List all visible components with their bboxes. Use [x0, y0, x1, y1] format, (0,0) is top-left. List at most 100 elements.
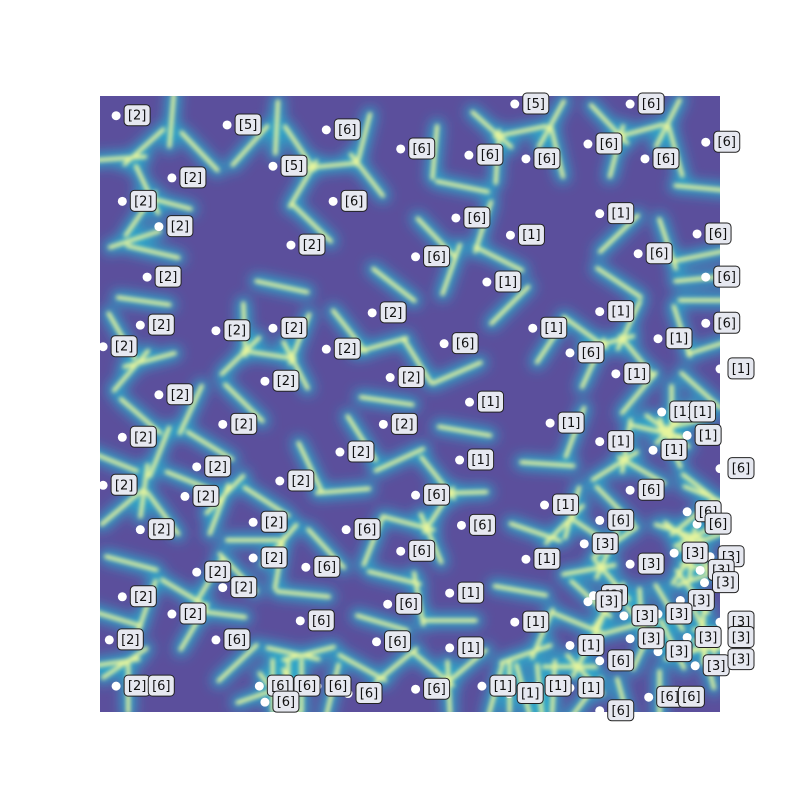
- scatter-point: [700, 578, 709, 588]
- scatter-point: [682, 430, 692, 440]
- point-label-text: [1]: [674, 405, 692, 420]
- scatter-point: [396, 546, 406, 556]
- point-label-text: [1]: [549, 679, 567, 694]
- point-label-box: [595, 590, 623, 613]
- scatter-point: [583, 139, 593, 149]
- scatter-point: [117, 592, 127, 602]
- point-label: [1]: [577, 633, 605, 656]
- point-label: [6]: [713, 311, 741, 334]
- point-label-text: [2]: [209, 460, 227, 475]
- point-label-text: [6]: [709, 517, 727, 532]
- point-label-box: [727, 357, 755, 380]
- point-label-text: [2]: [277, 374, 295, 389]
- heatmap-boundary-segment: [470, 110, 514, 149]
- point-label-box: [223, 628, 251, 651]
- point-label-box: [665, 327, 693, 350]
- scatter-point: [455, 455, 465, 465]
- scatter-point: [286, 240, 296, 250]
- point-label: [2]: [129, 425, 157, 448]
- heatmap-boundary-segment: [355, 613, 410, 633]
- point-label: [6]: [637, 478, 665, 501]
- scatter-point: [254, 681, 264, 691]
- scatter-point: [154, 222, 164, 232]
- scatter-point: [260, 697, 270, 707]
- point-label: [1]: [623, 362, 651, 385]
- point-label-text: [2]: [209, 565, 227, 580]
- point-label-box: [552, 493, 580, 516]
- point-label: [3]: [591, 532, 619, 555]
- point-label-box: [457, 636, 485, 659]
- scatter-point: [321, 344, 331, 354]
- scatter-point: [682, 507, 692, 517]
- heatmap-boundary-segment: [185, 429, 234, 462]
- point-label-text: [2]: [152, 523, 170, 538]
- point-label-text: [2]: [235, 417, 253, 432]
- heatmap-boundary-segment: [434, 179, 490, 194]
- scatter-point: [383, 599, 393, 609]
- scatter-point: [690, 661, 700, 671]
- scatter-point: [328, 196, 338, 206]
- heatmap-boundary-segment: [492, 584, 548, 598]
- point-label-box: [477, 390, 505, 413]
- point-label: [6]: [395, 592, 423, 615]
- point-label-text: [1]: [471, 453, 489, 468]
- point-label-box: [694, 625, 722, 648]
- point-label-box: [577, 633, 605, 656]
- point-label-text: [1]: [732, 362, 750, 377]
- point-label-box: [522, 610, 550, 633]
- heatmap-boundary-segment: [401, 336, 433, 385]
- scatter-point: [142, 272, 152, 282]
- point-label-text: [1]: [521, 687, 539, 702]
- scatter-point: [579, 539, 589, 549]
- point-label-text: [1]: [522, 228, 540, 243]
- point-label: [2]: [192, 484, 220, 507]
- scatter-point: [248, 517, 258, 527]
- scatter-point: [456, 520, 466, 530]
- point-label-box: [423, 483, 451, 506]
- point-label-box: [607, 649, 635, 672]
- point-label-text: [2]: [121, 633, 139, 648]
- point-label: [2]: [230, 576, 258, 599]
- point-label: [6]: [408, 137, 436, 160]
- scatter-point: [167, 609, 177, 619]
- point-label: [3]: [631, 604, 659, 627]
- scatter-point: [295, 616, 305, 626]
- point-label-box: [489, 674, 517, 697]
- point-label: [2]: [179, 166, 207, 189]
- scatter-point: [701, 137, 711, 147]
- point-label-box: [204, 455, 232, 478]
- point-label: [3]: [694, 625, 722, 648]
- point-label-box: [179, 166, 207, 189]
- point-label: [2]: [298, 233, 326, 256]
- scatter-point: [545, 418, 555, 428]
- point-label-text: [1]: [628, 367, 646, 382]
- point-label-text: [6]: [732, 462, 750, 477]
- point-label-text: [3]: [670, 645, 688, 660]
- point-label-box: [340, 189, 368, 212]
- point-label: [2]: [223, 319, 251, 342]
- point-label-text: [2]: [159, 270, 177, 285]
- scatter-point: [540, 500, 550, 510]
- point-label: [2]: [129, 585, 157, 608]
- scatter-point: [98, 480, 108, 490]
- point-label-text: [6]: [582, 346, 600, 361]
- point-label-box: [230, 576, 258, 599]
- point-label: [6]: [607, 699, 635, 722]
- labels-layer: [2][5] [6][5] [6][6] [6][6] [6][5] [6] [6][2][…: [110, 92, 755, 722]
- point-label-box: [154, 265, 182, 288]
- scatter-point: [135, 320, 145, 330]
- scatter-point: [653, 334, 663, 344]
- point-label-text: [6]: [271, 679, 289, 694]
- point-label-box: [544, 674, 572, 697]
- heatmap-boundary-segment: [147, 425, 172, 479]
- scatter-point: [595, 307, 605, 317]
- point-label: [6]: [652, 147, 680, 170]
- point-label: [2]: [260, 510, 288, 533]
- point-label: [6]: [423, 677, 451, 700]
- point-label: [6]: [384, 630, 412, 653]
- point-label-box: [595, 132, 623, 155]
- scatter-point: [104, 635, 114, 645]
- point-label: [1]: [540, 316, 568, 339]
- heatmap-boundary-segment: [682, 484, 720, 504]
- point-label-box: [577, 676, 605, 699]
